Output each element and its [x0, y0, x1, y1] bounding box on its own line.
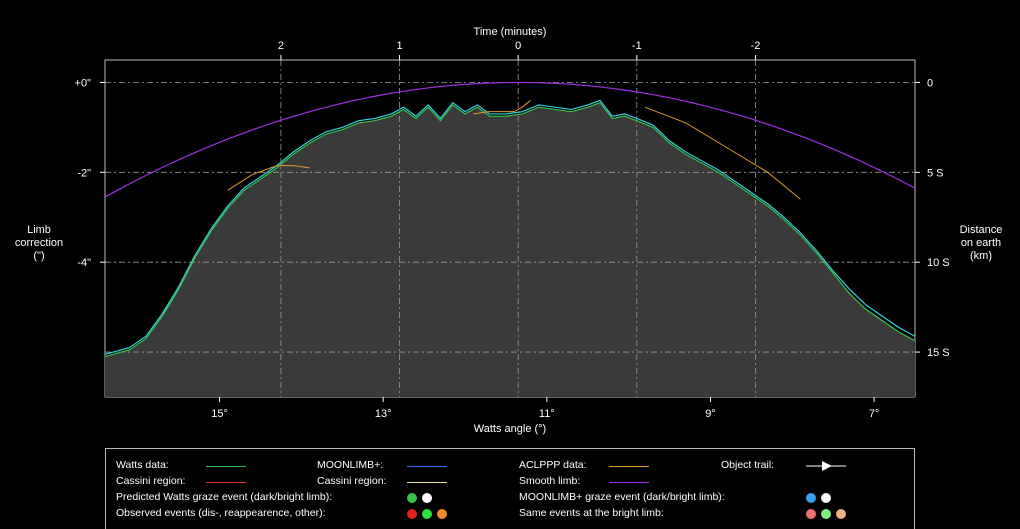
x2-axis-title: Time (minutes): [474, 26, 547, 38]
aclppp-segment: [644, 106, 801, 200]
legend-aclppp-label: ACLPPP data:: [519, 459, 587, 471]
observed-other-dot: [437, 509, 447, 519]
bright-reappear-dot: [821, 509, 831, 519]
bright-disappear-dot: [806, 509, 816, 519]
legend-cassini1-swatch: [206, 482, 246, 483]
legend-same-bright-label: Same events at the bright limb:: [519, 507, 664, 519]
x-tick-label: 13°: [375, 408, 392, 420]
x2-tick-label: -1: [632, 40, 642, 52]
legend-smooth-swatch: [609, 482, 649, 483]
y-tick-label: -4": [77, 257, 91, 269]
x-tick-label: 9°: [705, 408, 716, 420]
limb-profile-fill: [105, 102, 915, 397]
x-tick-label: 11°: [539, 408, 555, 420]
watts-data-line: [104, 101, 916, 358]
x2-tick-label: 2: [278, 40, 284, 52]
y2-tick-label: 10 S: [927, 257, 950, 269]
object-trail-arrow-icon: [806, 461, 846, 471]
legend-watts-swatch: [206, 466, 246, 467]
y-tick-label: -2": [77, 167, 91, 179]
legend-observed-label: Observed events (dis-, reappearence, oth…: [116, 507, 326, 519]
legend-moonlimb-graze-label: MOONLIMB+ graze event (dark/bright limb)…: [519, 491, 725, 503]
y2-axis-label-line: Distance: [959, 224, 1003, 236]
x-tick-label: 15°: [211, 408, 228, 420]
aclppp-segment: [473, 100, 531, 115]
x-axis-title: Watts angle (°): [474, 423, 546, 435]
moonlimb-graze-dark-dot: [806, 493, 816, 503]
legend: Watts data: Cassini region: Predicted Wa…: [105, 448, 915, 529]
y-axis-label-line: ("): [33, 250, 45, 262]
legend-pred-watts-label: Predicted Watts graze event (dark/bright…: [116, 491, 333, 503]
legend-cassini2-swatch: [407, 482, 447, 483]
pred-watts-dark-dot: [407, 493, 417, 503]
y2-tick-label: 15 S: [927, 347, 950, 359]
smooth-limb-line: [104, 81, 916, 198]
legend-watts-label: Watts data:: [116, 459, 169, 471]
x2-tick-label: -2: [751, 40, 761, 52]
legend-cassini1-label: Cassini region:: [116, 475, 186, 487]
legend-trail-label: Object trail:: [721, 459, 775, 471]
x2-tick-label: 0: [515, 40, 521, 52]
legend-aclppp-swatch: [609, 466, 649, 467]
observed-disappear-dot: [407, 509, 417, 519]
legend-smooth-label: Smooth limb:: [519, 475, 581, 487]
y2-axis-label: Distance on earth (km): [948, 224, 1014, 263]
bright-other-dot: [836, 509, 846, 519]
x-tick-label: 7°: [869, 408, 880, 420]
y-axis-label-line: Limb: [27, 224, 51, 236]
aclppp-segment: [227, 165, 310, 191]
y-axis-label-line: correction: [14, 237, 64, 249]
moonlimb-line: [104, 99, 916, 355]
y2-axis-label-line: on earth: [960, 237, 1002, 249]
pred-watts-bright-dot: [422, 493, 432, 503]
y2-axis-label-line: (km): [970, 250, 992, 262]
legend-moonlimb-label: MOONLIMB+:: [317, 459, 384, 471]
observed-reappear-dot: [422, 509, 432, 519]
legend-moonlimb-swatch: [407, 466, 447, 467]
legend-cassini2-label: Cassini region:: [317, 475, 387, 487]
y2-tick-label: 0: [927, 77, 933, 89]
limb-profile-chart: 2 1 0 -1 -2 0 5 S 10 S 15 S +0" -2" -4" 15° 13° 11° 9° 7…: [75, 26, 950, 435]
y-tick-label: +0": [75, 77, 92, 89]
x2-tick-label: 1: [396, 40, 402, 52]
moonlimb-graze-bright-dot: [821, 493, 831, 503]
y-axis-label: Limb correction ("): [6, 224, 72, 263]
y2-tick-label: 5 S: [927, 167, 944, 179]
